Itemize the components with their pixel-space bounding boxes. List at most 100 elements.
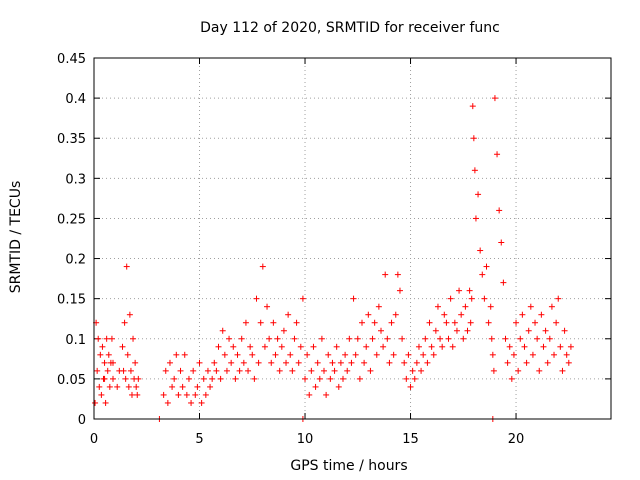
- x-tick-label: 0: [90, 432, 98, 447]
- data-point: [274, 335, 281, 342]
- data-point: [130, 335, 137, 342]
- y-tick-label: 0.2: [65, 253, 86, 268]
- data-point: [121, 319, 128, 326]
- data-point: [297, 343, 304, 350]
- data-point: [515, 367, 522, 374]
- data-point: [213, 367, 220, 374]
- data-point: [441, 311, 448, 318]
- data-point: [270, 319, 277, 326]
- data-point: [447, 295, 454, 302]
- data-point: [380, 343, 387, 350]
- data-point: [217, 375, 224, 382]
- data-point: [200, 375, 207, 382]
- data-point: [253, 295, 260, 302]
- data-point: [466, 287, 473, 294]
- data-point: [443, 319, 450, 326]
- data-point: [553, 319, 560, 326]
- data-point: [272, 351, 279, 358]
- data-point: [247, 343, 254, 350]
- data-point: [333, 343, 340, 350]
- data-point: [456, 287, 463, 294]
- data-point: [451, 319, 458, 326]
- data-point: [388, 319, 395, 326]
- data-point: [192, 391, 199, 398]
- data-point: [542, 327, 549, 334]
- data-point: [325, 351, 332, 358]
- data-point: [185, 375, 192, 382]
- y-tick-label: 0.1: [65, 333, 86, 348]
- data-point: [430, 351, 437, 358]
- data-point: [289, 367, 296, 374]
- data-point: [257, 319, 264, 326]
- data-point: [373, 351, 380, 358]
- data-point: [519, 311, 526, 318]
- data-point: [232, 375, 239, 382]
- data-point: [109, 359, 116, 366]
- data-point: [128, 391, 135, 398]
- data-point: [97, 351, 104, 358]
- data-point: [164, 399, 171, 406]
- data-point: [312, 383, 319, 390]
- data-point: [236, 367, 243, 374]
- y-tick-label: 0: [78, 413, 86, 428]
- data-point: [540, 343, 547, 350]
- data-point: [434, 303, 441, 310]
- data-point: [126, 311, 133, 318]
- data-point: [302, 375, 309, 382]
- data-point: [367, 367, 374, 374]
- data-point: [179, 383, 186, 390]
- data-point: [264, 303, 271, 310]
- data-point: [329, 359, 336, 366]
- plot-frame: [93, 57, 612, 420]
- data-point: [190, 367, 197, 374]
- data-point: [523, 359, 530, 366]
- data-point: [348, 359, 355, 366]
- data-point: [133, 383, 140, 390]
- data-point: [527, 303, 534, 310]
- data-point: [251, 375, 258, 382]
- data-point: [494, 151, 501, 158]
- data-point: [293, 319, 300, 326]
- data-point: [508, 375, 515, 382]
- data-point: [525, 327, 532, 334]
- data-point: [99, 343, 106, 350]
- x-tick-label: 20: [508, 432, 525, 447]
- data-point: [437, 335, 444, 342]
- data-point: [123, 263, 130, 270]
- data-point: [475, 191, 482, 198]
- data-point: [340, 375, 347, 382]
- data-point: [561, 327, 568, 334]
- data-point: [529, 351, 536, 358]
- data-point: [321, 367, 328, 374]
- data-point: [485, 319, 492, 326]
- data-point: [102, 399, 109, 406]
- data-point: [458, 311, 465, 318]
- data-point: [413, 359, 420, 366]
- data-point: [230, 343, 237, 350]
- data-point: [354, 335, 361, 342]
- data-point: [323, 391, 330, 398]
- data-point: [358, 319, 365, 326]
- data-point: [471, 167, 478, 174]
- data-point: [108, 335, 115, 342]
- data-point: [171, 375, 178, 382]
- data-point: [114, 383, 121, 390]
- data-point: [132, 359, 139, 366]
- data-point: [207, 383, 214, 390]
- data-point: [548, 303, 555, 310]
- data-point: [335, 383, 342, 390]
- data-point: [544, 359, 551, 366]
- data-point: [209, 375, 216, 382]
- data-point: [280, 327, 287, 334]
- data-point: [331, 367, 338, 374]
- data-point: [488, 335, 495, 342]
- data-point: [415, 343, 422, 350]
- data-point: [240, 359, 247, 366]
- data-point: [344, 367, 351, 374]
- data-point: [316, 375, 323, 382]
- data-point: [211, 359, 218, 366]
- y-tick-label: 0.35: [57, 132, 86, 147]
- data-point: [245, 367, 252, 374]
- data-points: [92, 95, 574, 422]
